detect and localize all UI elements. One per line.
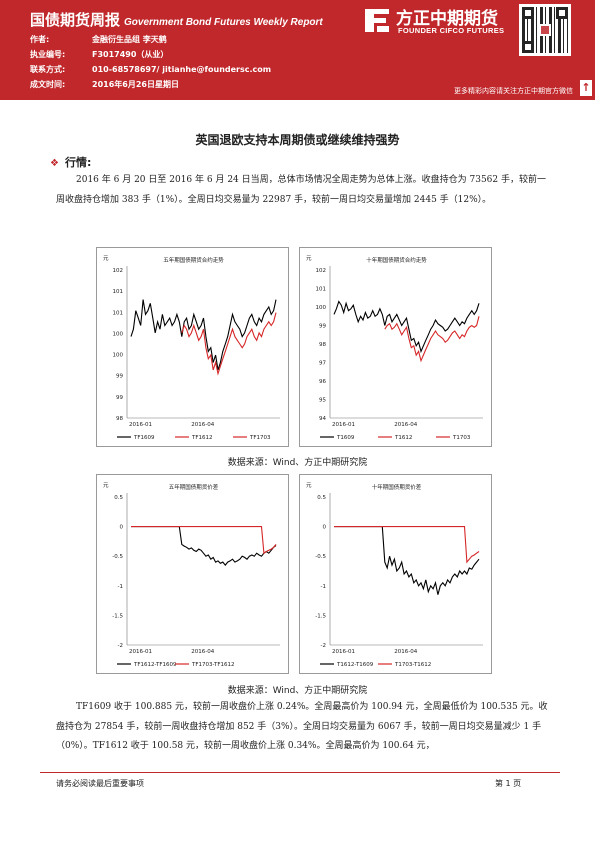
y-axis-label: 元 [103, 255, 109, 262]
footer-disclaimer: 请务必阅读最后重要事项 [56, 779, 144, 788]
chart-five-year-spread: 五年期国债期货价差 元 -2 -1.5 -1 -0.5 0 0.5 2016-01 2016-04… [96, 474, 289, 674]
series-line-t1612-t1609 [334, 526, 480, 595]
report-title-cn: 国债期货周报 [30, 11, 121, 29]
legend-label: T1703-T1612 [394, 662, 431, 668]
footer-divider [40, 772, 560, 773]
y-tick-label: 0.5 [114, 495, 123, 501]
chart-svg-0: 五年期国债期货合约走势 元 98 99 99 100 100 101 101 102 2016-01… [103, 255, 280, 441]
y-tick-label: -1.5 [112, 613, 123, 619]
y-tick-label: 101 [113, 289, 124, 295]
y-tick-label: 100 [113, 353, 124, 359]
legend-label: TF1609 [133, 435, 155, 441]
legend-label: TF1612 [191, 435, 213, 441]
legend-label: TF1703 [249, 435, 271, 441]
wechat-follow-link[interactable]: 更多精彩内容请关注方正中期官方微信 [454, 87, 573, 95]
series-line-tf1703-tf1612 [131, 526, 277, 555]
y-tick-label: -2 [118, 643, 123, 649]
y-axis-label: 元 [306, 255, 312, 262]
x-tick-label: 2016-01 [129, 422, 152, 428]
y-tick-label: -1.5 [315, 613, 326, 619]
data-source-1: 数据来源：Wind、方正中期研究院 [227, 458, 368, 468]
y-tick-label: 94 [319, 416, 326, 422]
y-tick-label: 99 [116, 374, 123, 380]
paragraph-market: 2016 年 6 月 20 日至 2016 年 6 月 24 日当周，总体市场情… [56, 175, 546, 205]
chart-title: 十年期国债期货价差 [372, 483, 422, 491]
brand-name-cn: 方正中期期货 [396, 9, 498, 29]
header-band-left [0, 0, 345, 100]
legend-label: T1703 [452, 435, 471, 441]
chart-title: 五年期国债期货合约走势 [163, 256, 224, 264]
y-tick-label: 102 [113, 268, 124, 274]
chart-title: 十年期国债期货合约走势 [366, 256, 427, 264]
series-line-t1703-t1612 [334, 526, 480, 564]
y-axis-label: 元 [103, 482, 109, 489]
series-line-tf1612-tf1609 [131, 526, 277, 566]
chart-five-year-futures: 五年期国债期货合约走势 元 98 99 99 100 100 101 101 102 2016-01… [96, 247, 289, 447]
y-tick-label: -0.5 [315, 554, 326, 560]
chart-svg-3: 十年期国债期货价差 元 -2 -1.5 -1 -0.5 0 0.5 2016-01 2016-04… [306, 482, 483, 668]
meta-contact: 联系方式: 010-68578697/ jitianhe@foundersc.co… [30, 65, 272, 74]
series-line-tf1609 [130, 299, 277, 371]
y-tick-label: 101 [113, 310, 124, 316]
x-tick-label: 2016-01 [332, 422, 355, 428]
chart-ten-year-spread: 十年期国债期货价差 元 -2 -1.5 -1 -0.5 0 0.5 2016-01 2016-04… [299, 474, 492, 674]
legend-label: T1612-T1609 [336, 662, 374, 668]
y-tick-label: 98 [319, 342, 326, 348]
legend-label: TF1703-TF1612 [191, 662, 235, 668]
y-tick-label: 99 [116, 395, 123, 401]
legend-label: T1609 [336, 435, 355, 441]
brand-name-en: FOUNDER CIFCO FUTURES [398, 26, 505, 35]
y-tick-label: 96 [319, 379, 326, 385]
series-line-tf1612 [181, 312, 277, 376]
y-tick-label: 100 [316, 305, 327, 311]
meta-license: 执业编号: F3017490（从业） [30, 50, 169, 59]
y-tick-label: -1 [118, 584, 123, 590]
data-source-2: 数据来源：Wind、方正中期研究院 [227, 686, 368, 696]
y-tick-label: 102 [316, 268, 327, 274]
meta-date: 成文时间: 2016年6月26日星期日 [30, 80, 179, 89]
report-title-en: Government Bond Futures Weekly Report [124, 17, 323, 28]
x-tick-label: 2016-01 [129, 649, 152, 655]
series-line-t1609 [333, 300, 480, 354]
chart-title: 五年期国债期货价差 [169, 483, 219, 491]
arrow-up-icon[interactable]: ↑ [580, 80, 592, 96]
section-heading: ❖ 行情: [50, 156, 92, 169]
paragraph-tf1609: TF1609 收于 100.885 元，较前一周收盘价上涨 0.24%。全周最高… [56, 702, 548, 751]
y-tick-label: 0 [120, 525, 124, 531]
qr-code-icon [519, 4, 571, 56]
chart-svg-1: 十年期国债期货合约走势 元 94 95 96 97 98 99 100 101 102 2016-01… [306, 255, 483, 441]
report-header: 国债期货周报 Government Bond Futures Weekly Rep… [0, 0, 595, 100]
founder-logo-icon [365, 9, 389, 32]
y-tick-label: 0 [323, 525, 327, 531]
y-tick-label: -2 [321, 643, 326, 649]
series-line-t1612 [384, 316, 480, 363]
footer-page-number: 第 1 页 [495, 779, 522, 788]
y-tick-label: 98 [116, 416, 123, 422]
y-axis-label: 元 [306, 482, 312, 489]
y-tick-label: 99 [319, 324, 326, 330]
x-tick-label: 2016-04 [191, 649, 214, 655]
chart-ten-year-futures: 十年期国债期货合约走势 元 94 95 96 97 98 99 100 101 102 2016-01… [299, 247, 492, 447]
y-tick-label: 95 [319, 398, 326, 404]
diamond-bullet-icon: ❖ [50, 158, 59, 169]
x-tick-label: 2016-04 [191, 422, 214, 428]
x-tick-label: 2016-01 [332, 649, 355, 655]
legend-label: TF1612-TF1609 [133, 662, 177, 668]
y-tick-label: 0.5 [317, 495, 326, 501]
y-tick-label: -1 [321, 584, 326, 590]
x-tick-label: 2016-04 [394, 422, 417, 428]
chart-svg-2: 五年期国债期货价差 元 -2 -1.5 -1 -0.5 0 0.5 2016-01 2016-04… [103, 482, 280, 668]
document-title: 英国退欧支持本周期债或继续维持强势 [195, 133, 400, 147]
report-title: 国债期货周报 Government Bond Futures Weekly Rep… [30, 9, 323, 30]
y-tick-label: 97 [319, 361, 326, 367]
y-tick-label: 101 [316, 287, 327, 293]
x-tick-label: 2016-04 [394, 649, 417, 655]
legend-label: T1612 [394, 435, 412, 441]
y-tick-label: -0.5 [112, 554, 123, 560]
y-tick-label: 100 [113, 331, 124, 337]
meta-author: 作者: 金融衍生品组 李天鹤 [30, 35, 167, 44]
